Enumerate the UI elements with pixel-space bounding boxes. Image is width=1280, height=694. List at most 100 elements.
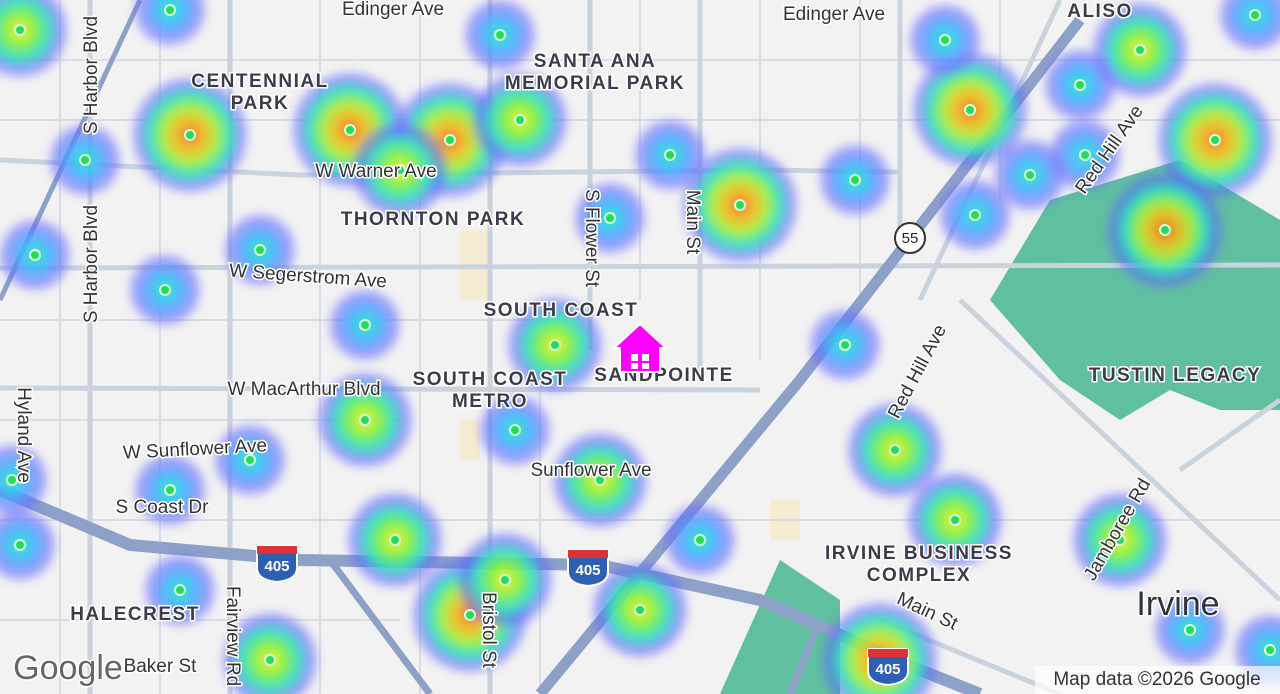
shield-label: 405 xyxy=(875,661,900,678)
heat-point xyxy=(394,164,406,176)
heat-point xyxy=(694,534,706,546)
heat-point xyxy=(499,574,511,586)
heat-point xyxy=(79,154,91,166)
street-label: S Coast Dr xyxy=(116,497,210,518)
street-label: S Flower St xyxy=(581,189,602,288)
area-label: METRO xyxy=(452,391,528,412)
heat-point xyxy=(444,134,456,146)
heat-point xyxy=(594,474,606,486)
heat-point xyxy=(29,249,41,261)
street-label: Baker St xyxy=(124,656,198,677)
interstate-shield xyxy=(256,545,298,584)
interstate-band xyxy=(257,546,297,554)
heat-point xyxy=(939,34,951,46)
heat-point xyxy=(509,424,521,436)
heat-point xyxy=(164,484,176,496)
heat-blob xyxy=(818,598,942,694)
shield-label: 405 xyxy=(264,558,289,575)
heat-point xyxy=(889,444,901,456)
area-label: HALECREST xyxy=(70,604,200,625)
heat-point xyxy=(359,319,371,331)
heat-point xyxy=(494,29,506,41)
heat-point xyxy=(14,539,26,551)
street-label: Edinger Ave xyxy=(783,4,885,25)
heat-point xyxy=(949,514,961,526)
heat-point xyxy=(6,474,18,486)
interstate-shield xyxy=(567,549,609,588)
street-label: W MacArthur Blvd xyxy=(227,379,380,400)
heat-point xyxy=(184,129,196,141)
interstate-band xyxy=(568,550,608,558)
heat-blob xyxy=(0,505,60,585)
heat-blob xyxy=(0,0,72,82)
street-label: S Harbor Blvd xyxy=(81,205,102,323)
street-label: W Warner Ave xyxy=(315,161,436,182)
heat-point xyxy=(964,104,976,116)
heat-point xyxy=(549,339,561,351)
google-logo: Google xyxy=(13,649,123,687)
interstate-shield xyxy=(867,648,909,687)
heat-point xyxy=(514,114,526,126)
area-label: SOUTH COAST xyxy=(484,300,639,321)
attribution: Map data ©2026 Google xyxy=(1053,669,1260,690)
heat-point xyxy=(1249,9,1261,21)
heat-point xyxy=(254,244,266,256)
street-label: Main St xyxy=(682,190,703,255)
area-label: TUSTIN LEGACY xyxy=(1089,365,1262,386)
heat-blob xyxy=(218,608,322,694)
area-label: CENTENNIAL xyxy=(191,71,328,92)
area-label: MEMORIAL PARK xyxy=(505,73,685,94)
heat-point xyxy=(849,174,861,186)
area-label: COMPLEX xyxy=(867,565,971,586)
attribution-bg xyxy=(1035,666,1280,694)
heat-point xyxy=(359,414,371,426)
home-marker xyxy=(611,322,669,373)
heat-point xyxy=(464,609,476,621)
heat-points xyxy=(6,4,1276,666)
heat-point xyxy=(839,339,851,351)
street-label: S Harbor Blvd xyxy=(81,16,102,134)
street-label: Edinger Ave xyxy=(342,0,444,20)
heat-point xyxy=(389,534,401,546)
street-label: Bristol St xyxy=(478,592,499,669)
heat-point xyxy=(1209,134,1221,146)
heat-blob xyxy=(1215,0,1280,55)
area-label: IRVINE BUSINESS xyxy=(825,543,1013,564)
heat-point xyxy=(664,149,676,161)
heat-point xyxy=(14,24,26,36)
heat-point xyxy=(264,654,276,666)
area-label: PARK xyxy=(231,93,289,114)
street-label: Hyland Ave xyxy=(13,387,34,483)
heat-point xyxy=(1159,224,1171,236)
heat-point xyxy=(634,604,646,616)
street-label: Sunflower Ave xyxy=(530,460,651,481)
street-label: Fairview Rd xyxy=(222,586,243,686)
heat-point xyxy=(344,124,356,136)
heat-point xyxy=(244,454,256,466)
heat-blob xyxy=(0,440,52,520)
heat-point xyxy=(1134,44,1146,56)
heat-point xyxy=(1024,169,1036,181)
heat-point xyxy=(1074,79,1086,91)
shield-label: 405 xyxy=(575,562,600,579)
area-label: SOUTH COAST xyxy=(413,369,568,390)
interstate-band xyxy=(868,649,908,657)
heat-point xyxy=(159,284,171,296)
heat-point xyxy=(1264,644,1276,656)
area-label: ALISO xyxy=(1067,1,1133,22)
heat-point xyxy=(734,199,746,211)
heat-point xyxy=(969,209,981,221)
shield-label: 55 xyxy=(902,230,919,247)
heat-point xyxy=(1114,534,1126,546)
street-label: W Sunflower Ave xyxy=(122,435,267,464)
heat-blob xyxy=(130,0,210,50)
state-shield xyxy=(894,222,926,254)
city-label: Irvine xyxy=(1136,585,1219,623)
area-label: THORNTON PARK xyxy=(341,209,526,230)
heat-point xyxy=(604,212,616,224)
area-label: SANTA ANA xyxy=(534,51,657,72)
area-label: SANDPOINTE xyxy=(594,365,734,386)
heat-point xyxy=(1079,149,1091,161)
heat-point xyxy=(164,4,176,16)
